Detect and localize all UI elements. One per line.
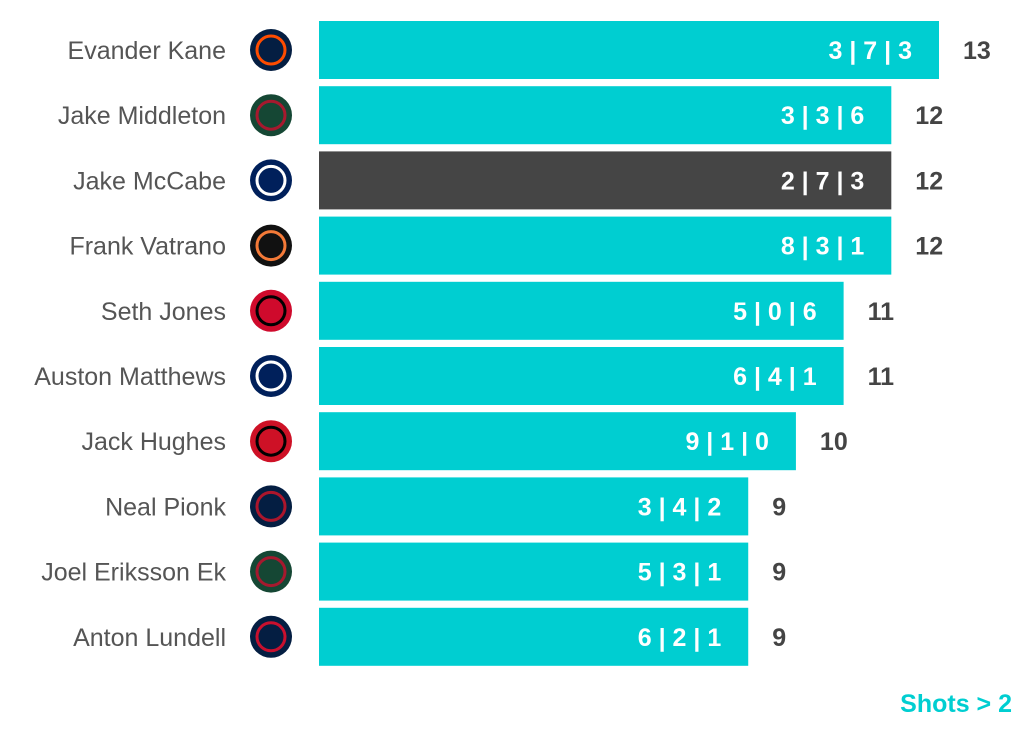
bar-breakdown-label: 5 | 0 | 6 [733,298,816,326]
bar [319,607,749,666]
bar-row: Seth Jones 5 | 0 | 6 11 [101,281,895,340]
bar-value-label: 12 [915,102,943,130]
bar [319,542,749,601]
player-label: Joel Eriksson Ek [41,559,226,587]
bar-value-label: 9 [772,559,786,587]
bar-value-label: 9 [772,624,786,652]
bar-row: Jake Middleton 3 | 3 | 6 12 [58,86,943,145]
bar-row: Frank Vatrano 8 | 3 | 1 12 [69,216,943,275]
team-logo-icon [250,159,292,202]
bar-breakdown-label: 9 | 1 | 0 [685,428,768,456]
chart-note: Shots > 2 [900,690,1012,718]
team-logo-icon [250,289,292,332]
bar-breakdown-label: 8 | 3 | 1 [781,233,865,261]
player-label: Neal Pionk [105,493,226,521]
player-label: Jake McCabe [73,167,226,195]
bar-row: Joel Eriksson Ek 5 | 3 | 1 9 [41,542,786,601]
player-label: Frank Vatrano [69,233,226,261]
team-logo-icon [250,485,292,528]
player-label: Auston Matthews [34,363,226,391]
bar-breakdown-label: 2 | 7 | 3 [781,167,864,195]
bar [319,412,796,471]
player-label: Evander Kane [68,37,226,65]
bar-breakdown-label: 3 | 3 | 6 [781,102,864,130]
bar-breakdown-label: 5 | 3 | 1 [638,559,722,587]
bar-value-label: 12 [915,233,943,261]
bar [319,477,749,536]
bar [319,86,892,145]
bar-breakdown-label: 6 | 2 | 1 [638,624,722,652]
player-label: Jack Hughes [81,428,226,456]
team-logo-icon [250,94,292,137]
team-logo-icon [250,420,292,463]
bar-value-label: 11 [868,363,895,391]
bar-breakdown-label: 6 | 4 | 1 [733,363,817,391]
bar-row: Auston Matthews 6 | 4 | 1 11 [34,347,894,405]
bar-value-label: 13 [963,37,991,65]
team-logo-icon [250,224,292,267]
bar-row: Evander Kane 3 | 7 | 3 13 [68,21,991,79]
bar [319,347,844,405]
player-label: Anton Lundell [73,624,226,652]
team-logo-icon [250,550,292,593]
player-label: Seth Jones [101,298,226,326]
bar [319,216,892,275]
bar-value-label: 9 [772,493,786,521]
bar [319,21,939,79]
bar [319,151,892,210]
bar-value-label: 10 [820,428,848,456]
bar [319,281,844,340]
bar-row: Jake McCabe 2 | 7 | 3 12 [73,151,943,210]
bar-row: Neal Pionk 3 | 4 | 2 9 [105,477,786,536]
team-logo-icon [250,615,292,658]
bar-breakdown-label: 3 | 4 | 2 [638,493,721,521]
bar-value-label: 11 [868,298,895,326]
team-logo-icon [250,355,292,397]
player-label: Jake Middleton [58,102,226,130]
team-logo-icon [250,29,292,71]
bar-value-label: 12 [915,167,943,195]
bar-breakdown-label: 3 | 7 | 3 [829,37,912,65]
bar-row: Anton Lundell 6 | 2 | 1 9 [73,607,786,666]
bar-row: Jack Hughes 9 | 1 | 0 10 [81,412,848,471]
